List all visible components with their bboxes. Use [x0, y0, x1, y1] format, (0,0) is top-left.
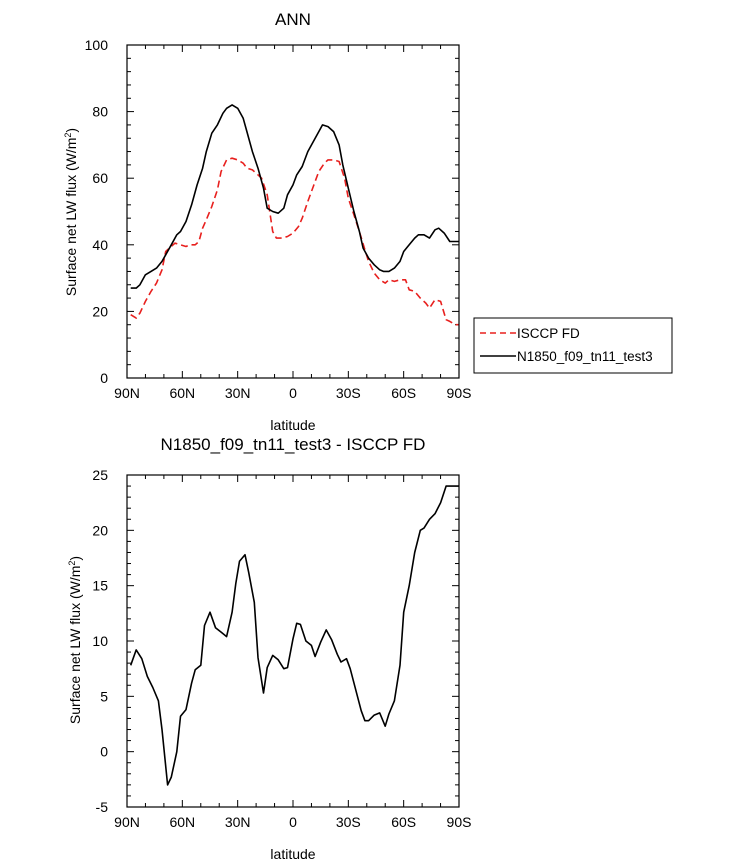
top-y-tick-label: 0 — [100, 370, 108, 386]
bottom-y-tick-label: 5 — [100, 688, 108, 704]
bottom-x-tick-label: 60N — [169, 814, 195, 830]
bottom-y-tick-label: 20 — [92, 522, 108, 538]
bottom-x-tick-label: 90S — [447, 814, 472, 830]
top-x-tick-label: 60S — [391, 385, 416, 401]
top-panel: ANN Surface net LW flux (W/m2) latitude … — [63, 10, 471, 433]
top-y-tick-label: 100 — [85, 37, 109, 53]
bottom-y-tick-label: -5 — [96, 799, 109, 815]
bottom-panel: N1850_f09_tn11_test3 - ISCCP FD Surface … — [67, 435, 471, 862]
legend-label-isccp-fd: ISCCP FD — [517, 326, 580, 341]
bottom-x-tick-label: 0 — [289, 814, 297, 830]
top-x-tick-label: 30N — [225, 385, 251, 401]
bottom-y-tick-label: 10 — [92, 633, 108, 649]
legend-box — [473, 317, 673, 374]
top-x-tick-label: 90S — [447, 385, 472, 401]
top-x-tick-label: 60N — [169, 385, 195, 401]
top-y-tick-label: 40 — [92, 237, 108, 253]
top-x-axis-label: latitude — [270, 417, 315, 433]
top-plot-frame — [126, 44, 460, 379]
top-x-tick-label: 0 — [289, 385, 297, 401]
top-y-tick-label: 60 — [92, 170, 108, 186]
top-series-line-isccp-fd — [130, 157, 459, 326]
bottom-y-axis-label: Surface net LW flux (W/m2) — [67, 556, 83, 724]
bottom-y-tick-label: 25 — [92, 467, 108, 483]
bottom-x-tick-label: 30N — [225, 814, 251, 830]
top-x-tick-label: 30S — [336, 385, 361, 401]
bottom-x-axis-label: latitude — [270, 846, 315, 862]
top-series-line-n1850-f09-tn11-test3 — [130, 104, 459, 289]
bottom-plot-frame — [126, 474, 460, 808]
top-y-tick-label: 80 — [92, 104, 108, 120]
top-y-tick-label: 20 — [92, 303, 108, 319]
top-chart-title: ANN — [275, 10, 311, 29]
bottom-series-line-difference — [129, 485, 459, 786]
top-y-axis-label: Surface net LW flux (W/m2) — [63, 128, 79, 296]
bottom-x-tick-label: 60S — [391, 814, 416, 830]
bottom-chart-title: N1850_f09_tn11_test3 - ISCCP FD — [161, 435, 426, 454]
bottom-y-tick-label: 0 — [100, 744, 108, 760]
bottom-x-tick-label: 30S — [336, 814, 361, 830]
top-x-tick-label: 90N — [114, 385, 140, 401]
legend-label-model: N1850_f09_tn11_test3 — [517, 349, 653, 364]
bottom-x-tick-label: 90N — [114, 814, 140, 830]
bottom-y-tick-label: 15 — [92, 578, 108, 594]
legend: ISCCP FD N1850_f09_tn11_test3 — [473, 317, 673, 374]
